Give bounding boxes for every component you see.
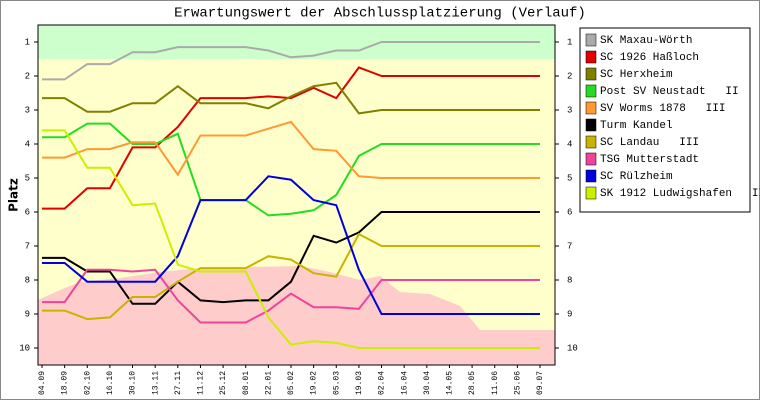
series-line — [42, 211, 540, 305]
legend-swatch — [585, 169, 597, 183]
legend-swatch — [585, 84, 597, 98]
plot-frame — [37, 24, 556, 366]
legend-swatch — [585, 101, 597, 115]
y-tick-label: 2 — [25, 71, 30, 81]
legend-label: SC 1926 Haßloch — [600, 52, 699, 64]
y-tick-label-right: 2 — [567, 71, 572, 81]
y-tick-label: 4 — [25, 139, 30, 149]
x-tick-label: 02.10 — [83, 371, 92, 395]
y-tick-label-right: 3 — [567, 105, 572, 115]
legend-label: SC Rülzheim — [600, 171, 673, 183]
y-tick-label-right: 7 — [567, 241, 572, 251]
legend-label: TSG Mutterstadt — [600, 154, 699, 166]
x-tick-label: 02.04 — [378, 371, 387, 395]
x-tick-label: 22.01 — [264, 371, 273, 395]
legend-swatch — [585, 67, 597, 81]
legend-swatch — [585, 118, 597, 132]
legend — [579, 27, 751, 213]
x-tick-label: 28.05 — [468, 371, 477, 395]
legend-swatch — [585, 186, 597, 200]
y-tick-label-right: 5 — [567, 173, 572, 183]
series-line — [42, 232, 540, 321]
series-line — [42, 175, 540, 315]
x-tick-label: 16.10 — [106, 371, 115, 395]
x-tick-label: 14.05 — [446, 371, 455, 395]
legend-swatch — [585, 135, 597, 149]
series-line — [42, 81, 540, 115]
legend-swatch — [585, 33, 597, 47]
legend-swatch — [585, 50, 597, 64]
x-tick-label: 09.07 — [536, 371, 545, 395]
series-line — [42, 122, 540, 217]
y-tick-label-right: 10 — [567, 343, 578, 353]
legend-label: SV Worms 1878 III — [600, 103, 725, 115]
legend-label: SK 1912 Ludwigshafen II — [600, 188, 760, 200]
y-tick-label: 7 — [25, 241, 30, 251]
x-tick-label: 18.09 — [61, 371, 70, 395]
y-tick-label: 9 — [25, 309, 30, 319]
x-tick-label: 11.12 — [197, 371, 206, 395]
series-line — [42, 268, 540, 324]
x-tick-label: 05.02 — [287, 371, 296, 395]
x-tick-label: 19.02 — [310, 371, 319, 395]
y-tick-label-right: 9 — [567, 309, 572, 319]
legend-label: Turm Kandel — [600, 120, 673, 132]
x-tick-label: 25.06 — [513, 371, 522, 395]
legend-label: SC Landau III — [600, 137, 699, 149]
y-tick-label: 6 — [25, 207, 30, 217]
y-axis-label: Platz — [7, 178, 21, 212]
y-tick-label-right: 6 — [567, 207, 572, 217]
series-line — [42, 41, 540, 81]
y-tick-label: 8 — [25, 275, 30, 285]
y-tick-label-right: 1 — [567, 37, 572, 47]
chart-title: Erwartungswert der Abschlussplatzierung … — [174, 6, 586, 22]
x-tick-label: 11.06 — [491, 371, 500, 395]
legend-label: Post SV Neustadt II — [600, 86, 739, 98]
series-line — [42, 120, 540, 179]
x-tick-label: 30.10 — [129, 371, 138, 395]
x-tick-label: 08.01 — [242, 371, 251, 395]
legend-label: SK Maxau-Wörth — [600, 35, 692, 47]
y-tick-label: 3 — [25, 105, 30, 115]
y-tick-label-right: 8 — [567, 275, 572, 285]
x-tick-label: 19.03 — [355, 371, 364, 395]
y-tick-label: 5 — [25, 173, 30, 183]
y-tick-label-right: 4 — [567, 139, 572, 149]
x-tick-label: 04.09 — [38, 371, 47, 395]
y-tick-label: 1 — [25, 37, 30, 47]
x-tick-label: 27.11 — [174, 371, 183, 395]
y-tick-label: 10 — [19, 343, 30, 353]
x-tick-label: 13.11 — [151, 371, 160, 395]
legend-label: SC Herxheim — [600, 69, 673, 81]
series-line — [42, 129, 540, 349]
x-tick-label: 25.12 — [219, 371, 228, 395]
series-line — [42, 66, 540, 210]
x-tick-label: 16.04 — [400, 371, 409, 395]
legend-swatch — [585, 152, 597, 166]
x-tick-label: 05.03 — [332, 371, 341, 395]
x-tick-label: 30.04 — [423, 371, 432, 395]
